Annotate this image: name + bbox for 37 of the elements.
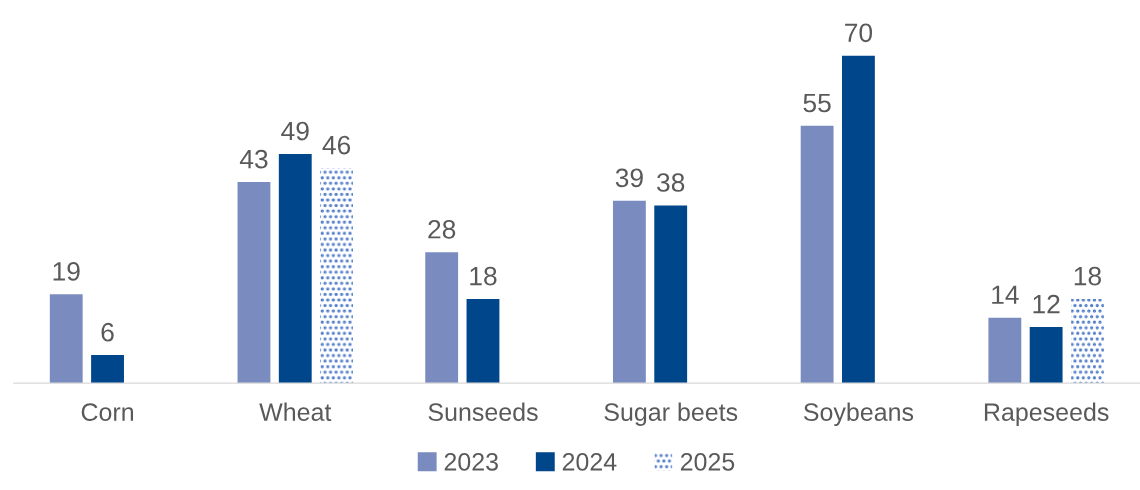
bar: [612, 200, 646, 384]
bar: [654, 205, 688, 384]
data-label: 70: [845, 23, 873, 43]
bar: [988, 317, 1022, 384]
data-label: 28: [428, 219, 456, 239]
data-label: 18: [470, 266, 497, 286]
x-tick-label: Sunseeds: [428, 402, 538, 421]
bar: [425, 252, 459, 384]
legend-label: 2024: [562, 452, 617, 471]
bar: [49, 294, 83, 384]
bar: [278, 153, 312, 384]
data-label: 19: [53, 262, 80, 281]
bar: [1071, 298, 1104, 384]
data-label: 12: [1033, 294, 1060, 314]
bar: [91, 355, 124, 384]
x-tick-label: Rapeseeds: [984, 402, 1109, 426]
bar: [320, 167, 353, 384]
bar: [1029, 327, 1063, 384]
legend-label: 2025: [680, 452, 735, 471]
x-tick-label: Corn: [81, 403, 134, 421]
data-label: 46: [322, 135, 351, 155]
data-label: 55: [803, 93, 831, 113]
data-label: 49: [281, 121, 309, 141]
bar: [841, 55, 875, 384]
legend-label: 2023: [444, 452, 498, 471]
data-label: 14: [992, 285, 1019, 304]
bar: [800, 125, 834, 384]
x-tick-label: Wheat: [259, 402, 332, 421]
bar: [237, 182, 271, 384]
x-tick-label: Sugar beets: [604, 402, 738, 426]
x-tick-label: Soybeans: [803, 402, 914, 426]
data-label: 39: [615, 168, 643, 188]
data-label: 43: [239, 149, 268, 169]
data-label: 38: [657, 173, 685, 192]
bar: [466, 298, 500, 384]
data-label: 18: [1074, 266, 1101, 286]
data-label: 6: [101, 322, 114, 342]
